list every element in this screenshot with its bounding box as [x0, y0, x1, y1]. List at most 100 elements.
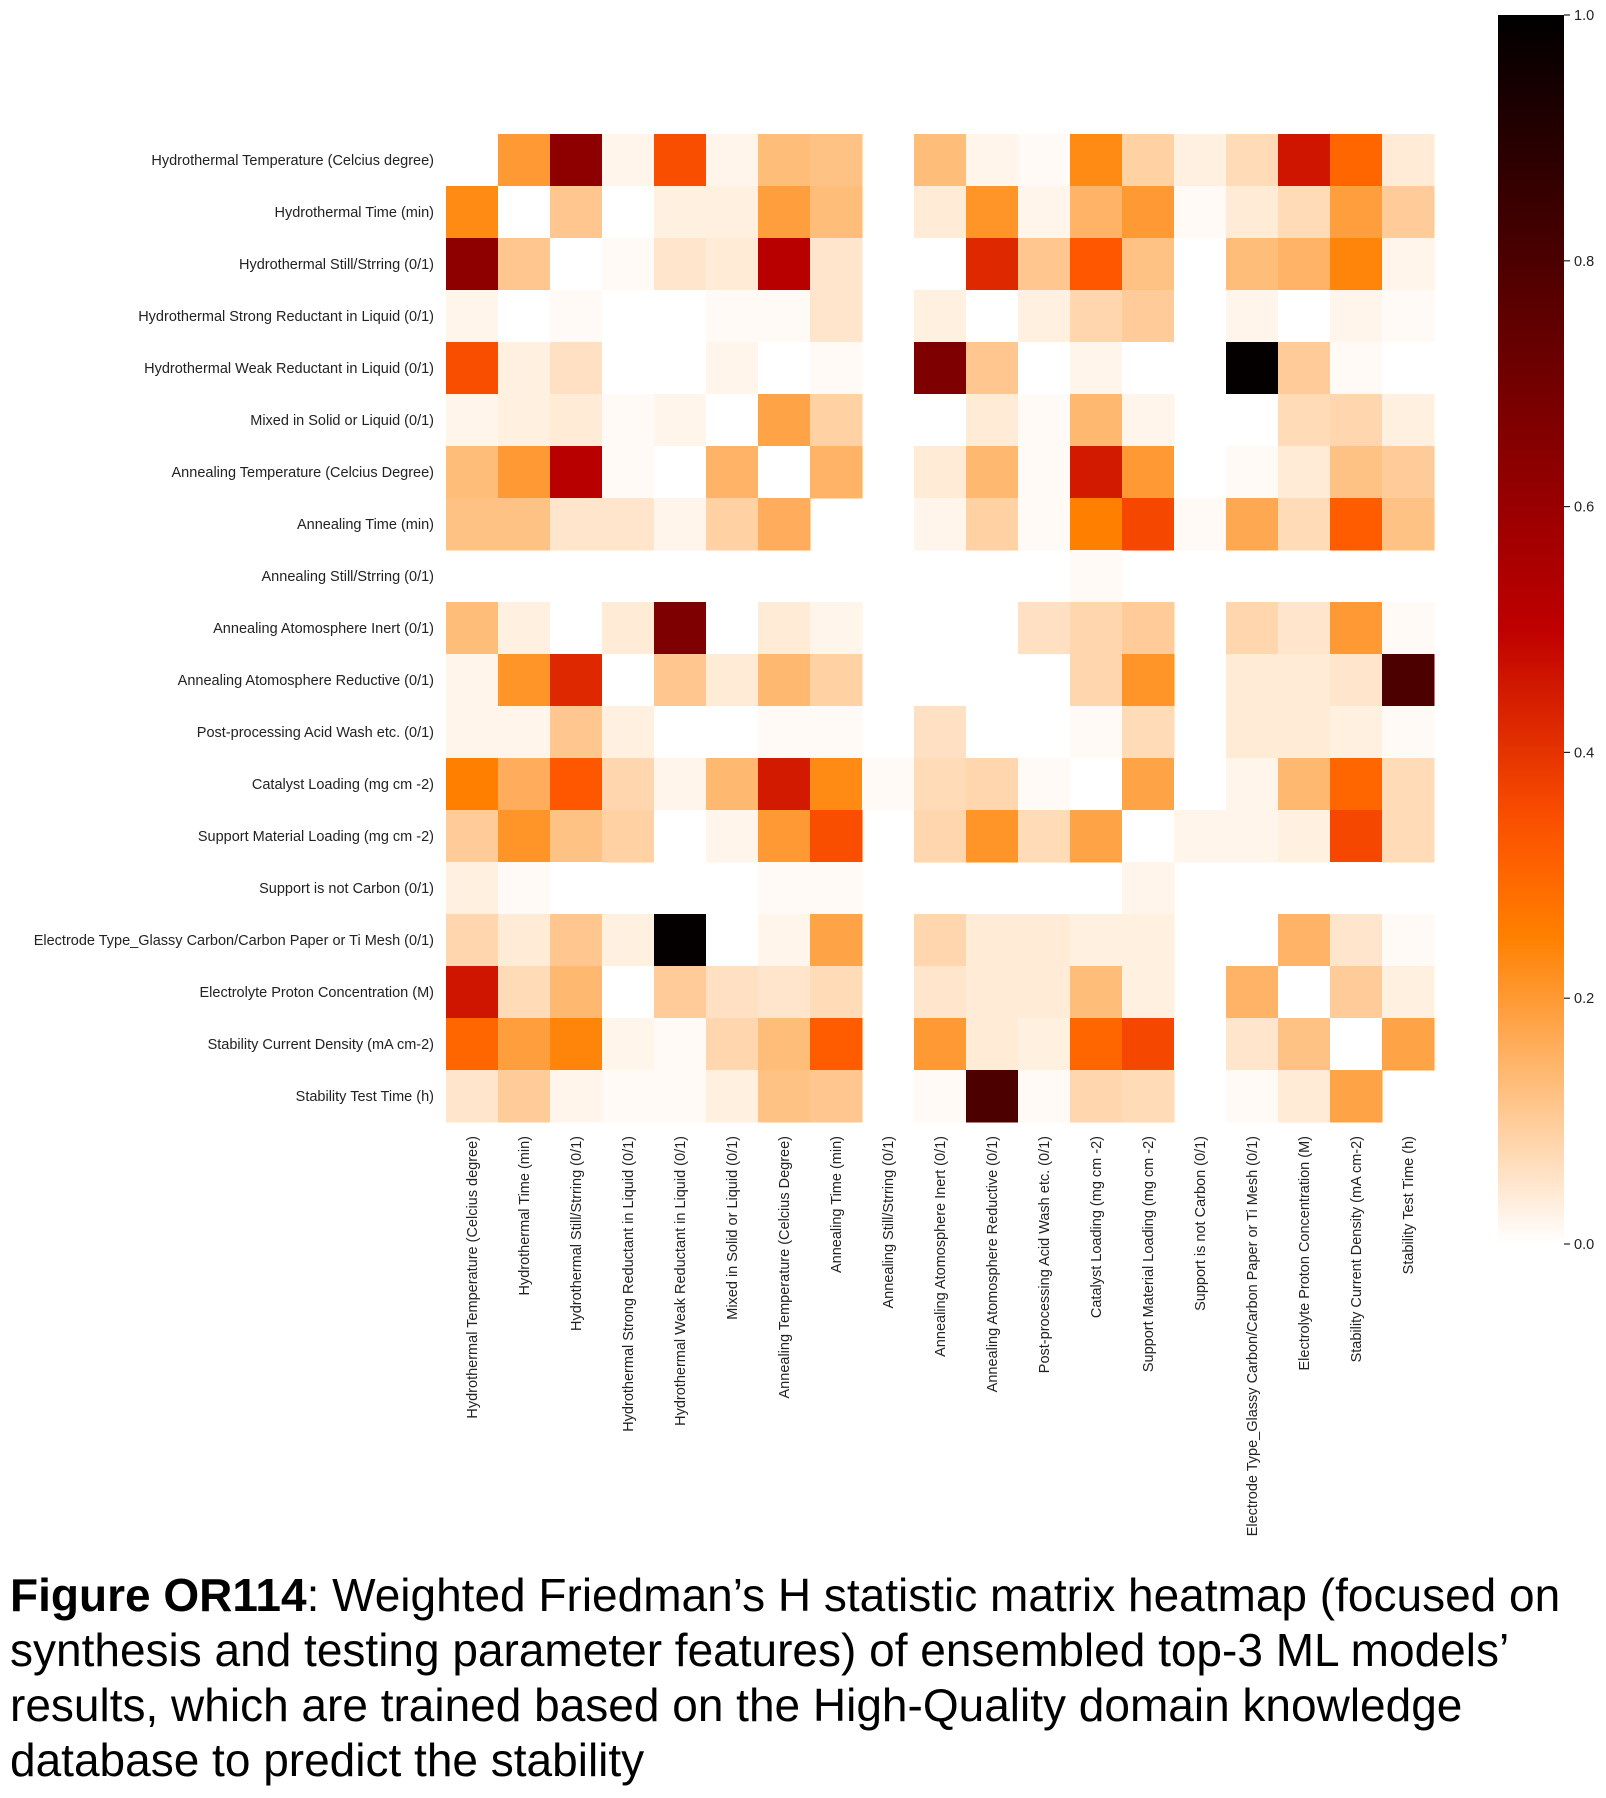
heatmap-cell [654, 966, 707, 1019]
heatmap-cell [706, 446, 759, 499]
heatmap-cell [1330, 394, 1383, 447]
heatmap-cell [706, 1070, 759, 1123]
heatmap-cell [758, 134, 811, 187]
heatmap-cell [810, 238, 863, 291]
heatmap-cell [1018, 134, 1071, 187]
heatmap-cell [1382, 810, 1435, 863]
heatmap-cell [1018, 342, 1071, 395]
heatmap-cell [966, 446, 1019, 499]
heatmap-cell [498, 1070, 551, 1123]
heatmap-cell [706, 654, 759, 707]
heatmap-cell [498, 446, 551, 499]
heatmap-cell [654, 914, 707, 967]
heatmap-cell [1278, 238, 1331, 291]
heatmap-cell [654, 758, 707, 811]
heatmap-cell [758, 914, 811, 967]
heatmap-cell [1070, 394, 1123, 447]
heatmap-cell [498, 654, 551, 707]
heatmap-cell [1382, 446, 1435, 499]
heatmap-cell [446, 446, 499, 499]
heatmap-cell [966, 290, 1019, 343]
heatmap-cell [1226, 706, 1279, 759]
heatmap-cell [1278, 394, 1331, 447]
heatmap-cell [550, 446, 603, 499]
heatmap-cell [810, 186, 863, 239]
colorbar-tick-label: 0.2 [1574, 991, 1594, 1007]
heatmap-cell [550, 810, 603, 863]
heatmap-cell [1226, 758, 1279, 811]
heatmap-cell [706, 394, 759, 447]
heatmap-cell [1122, 758, 1175, 811]
heatmap-cell [1278, 134, 1331, 187]
heatmap-cell [446, 862, 499, 915]
heatmap-cell [654, 810, 707, 863]
heatmap-cell [966, 810, 1019, 863]
heatmap-cell [1122, 238, 1175, 291]
heatmap-cell [1018, 758, 1071, 811]
heatmap-cell [706, 498, 759, 551]
heatmap-cell [1122, 342, 1175, 395]
x-tick-label: Annealing Still/Strring (0/1) [881, 1136, 897, 1308]
heatmap-cell [654, 134, 707, 187]
heatmap-cell [966, 342, 1019, 395]
heatmap-cell [550, 134, 603, 187]
heatmap-cell [1122, 862, 1175, 915]
heatmap-cell [758, 602, 811, 655]
heatmap-cell [1226, 810, 1279, 863]
heatmap-cell [654, 1070, 707, 1123]
heatmap-cell [446, 602, 499, 655]
heatmap-cell [810, 758, 863, 811]
heatmap-cell [914, 290, 967, 343]
heatmap-cell [966, 498, 1019, 551]
heatmap-cell [446, 654, 499, 707]
heatmap-cell [1382, 706, 1435, 759]
heatmap-cell [1018, 810, 1071, 863]
heatmap-cell [810, 654, 863, 707]
heatmap-cell [1330, 238, 1383, 291]
heatmap-cell [602, 186, 655, 239]
heatmap-cell [914, 498, 967, 551]
heatmap-cell [1330, 1018, 1383, 1071]
heatmap-cell [446, 394, 499, 447]
heatmap-cell [1278, 1070, 1331, 1123]
heatmap-cell [810, 394, 863, 447]
x-tick-label: Mixed in Solid or Liquid (0/1) [725, 1136, 741, 1320]
y-tick-label: Mixed in Solid or Liquid (0/1) [250, 413, 434, 429]
heatmap-cell [1226, 654, 1279, 707]
heatmap-cell [498, 1018, 551, 1071]
heatmap-cell [758, 290, 811, 343]
heatmap-cell [1278, 446, 1331, 499]
heatmap-cell [602, 602, 655, 655]
heatmap-cell [1174, 446, 1227, 499]
heatmap-cell [1382, 966, 1435, 1019]
heatmap-cell [1382, 1018, 1435, 1071]
heatmap-cell [602, 654, 655, 707]
heatmap-cell [446, 810, 499, 863]
heatmap-cell [810, 1018, 863, 1071]
heatmap-cell [602, 446, 655, 499]
heatmap-cell [1330, 186, 1383, 239]
heatmap-cell [1018, 654, 1071, 707]
heatmap-cell [914, 810, 967, 863]
heatmap-cell [446, 966, 499, 1019]
heatmap-cell [914, 446, 967, 499]
heatmap-cell [1278, 602, 1331, 655]
heatmap-cell [914, 758, 967, 811]
heatmap-cell [654, 654, 707, 707]
heatmap-cell [810, 862, 863, 915]
heatmap-cell [966, 914, 1019, 967]
y-tick-label: Hydrothermal Strong Reductant in Liquid … [138, 309, 434, 325]
heatmap-cell [758, 1018, 811, 1071]
heatmap-cell [1278, 810, 1331, 863]
heatmap-cell [1278, 654, 1331, 707]
heatmap-cell [1122, 706, 1175, 759]
heatmap-cell [810, 914, 863, 967]
heatmap-cell [1070, 342, 1123, 395]
heatmap-cell [706, 706, 759, 759]
caption-text: : Weighted Friedman’s H statistic matrix… [10, 1569, 1561, 1786]
heatmap-cell [1070, 602, 1123, 655]
colorbar-tick-label: 0.0 [1574, 1237, 1594, 1253]
x-tick-label: Stability Test Time (h) [1401, 1136, 1417, 1274]
colorbar-tick-label: 0.4 [1574, 745, 1594, 761]
heatmap-cell [602, 394, 655, 447]
